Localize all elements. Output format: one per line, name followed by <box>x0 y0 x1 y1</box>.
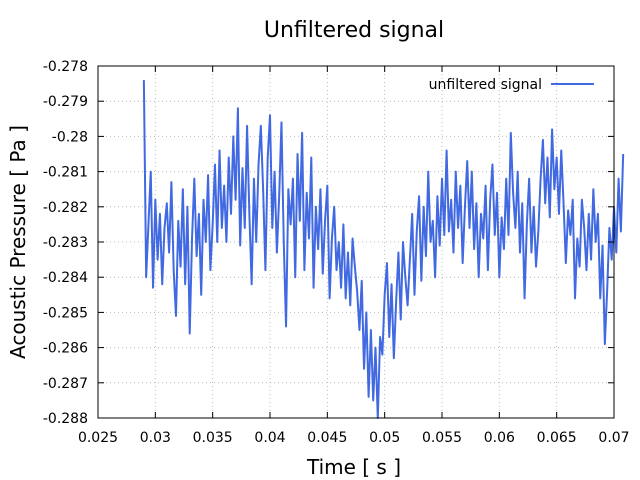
y-tick-label: -0.288 <box>43 411 88 427</box>
y-tick-label: -0.282 <box>43 200 88 216</box>
x-tick-label: 0.065 <box>537 430 577 446</box>
y-axis-title: Acoustic Pressure [ Pa ] <box>6 125 30 359</box>
x-tick-label: 0.03 <box>140 430 171 446</box>
legend-label: unfiltered signal <box>429 77 542 93</box>
y-tick-label: -0.278 <box>43 59 88 75</box>
x-tick-label: 0.04 <box>254 430 285 446</box>
x-tick-label: 0.025 <box>78 430 118 446</box>
y-tick-label: -0.287 <box>43 376 88 392</box>
x-tick-label: 0.05 <box>369 430 400 446</box>
plot-frame <box>97 65 615 419</box>
x-axis: 0.025 0.03 0.035 0.04 0.045 0.05 0.055 0.06 0.06… <box>78 66 630 446</box>
y-tick-label: -0.281 <box>43 165 88 181</box>
series-line-0 <box>142 80 625 419</box>
x-tick-label: 0.035 <box>193 430 233 446</box>
x-tick-label: 0.07 <box>598 430 629 446</box>
x-tick-label: 0.055 <box>422 430 462 446</box>
y-tick-label: -0.279 <box>43 94 88 110</box>
y-tick-label: -0.283 <box>43 235 88 251</box>
grid <box>97 65 615 419</box>
x-axis-title: Time [ s ] <box>306 455 401 479</box>
chart-title: Unfiltered signal <box>264 18 444 43</box>
y-tick-label: -0.286 <box>43 341 88 357</box>
legend: unfiltered signal <box>429 77 594 93</box>
series-layer <box>142 80 625 419</box>
y-tick-label: -0.284 <box>43 270 88 286</box>
y-axis: -0.288 -0.287 -0.286 -0.285 -0.284 -0.283 -0.2… <box>43 59 614 427</box>
x-tick-label: 0.06 <box>484 430 515 446</box>
x-tick-label: 0.045 <box>307 430 347 446</box>
y-tick-label: -0.285 <box>43 305 88 321</box>
y-tick-label: -0.28 <box>52 129 88 145</box>
